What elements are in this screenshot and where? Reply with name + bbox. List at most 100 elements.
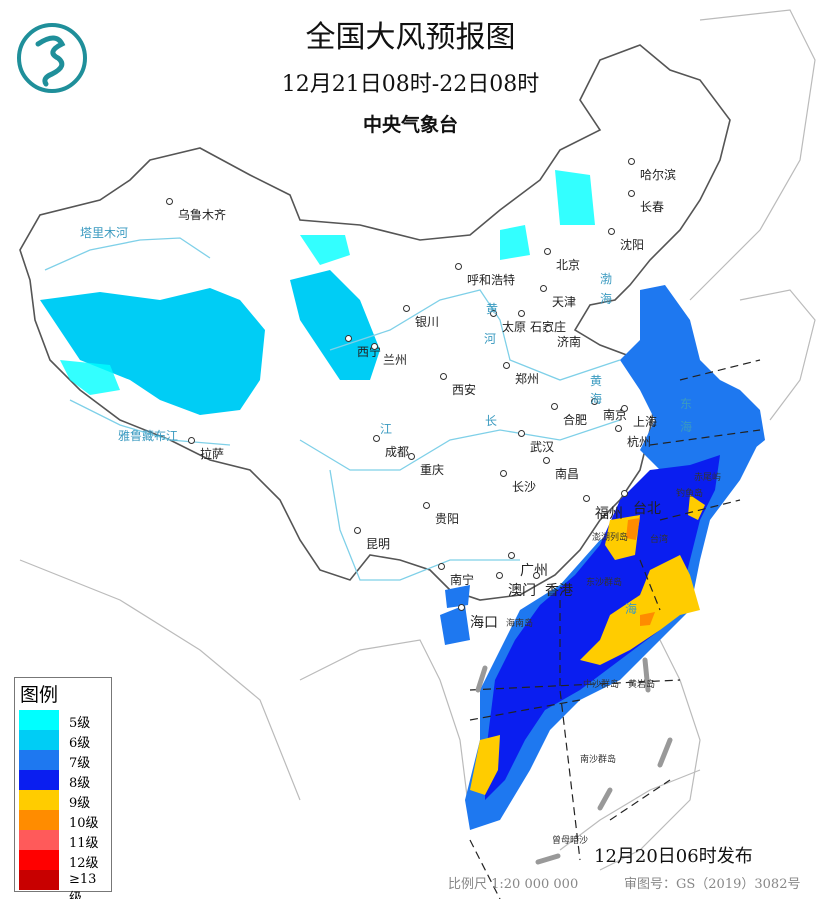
map-title: 全国大风预报图 xyxy=(305,20,516,55)
legend-item: 8级 xyxy=(19,770,109,791)
legend-item: 10级 xyxy=(19,810,109,831)
city-label: 南京 xyxy=(603,408,628,422)
city-marker-icon xyxy=(503,362,510,369)
city-marker-icon xyxy=(408,453,415,460)
city-label: 乌鲁木齐 xyxy=(178,208,227,222)
city-label: 澳门 xyxy=(508,583,536,599)
legend-label: 7级 xyxy=(69,756,91,771)
city-label: 香港 xyxy=(545,583,573,599)
city-label: 北京 xyxy=(556,258,581,272)
city-marker-icon xyxy=(621,490,628,497)
city-label: 重庆 xyxy=(420,463,445,477)
city-label: 沈阳 xyxy=(620,238,645,252)
legend-label: ≥13级 xyxy=(69,872,97,899)
water-label: 海 xyxy=(600,292,613,306)
city-label: 广州 xyxy=(520,563,548,579)
city-label: 杭州 xyxy=(627,435,652,449)
city-marker-icon xyxy=(628,158,635,165)
legend: 图例 5级 6级 7级 8级 9级 10级 11级 12级 ≥13级 xyxy=(14,677,112,899)
water-label: 黄 xyxy=(486,302,499,316)
city-label: 长沙 xyxy=(512,480,537,494)
city-label: 武汉 xyxy=(530,440,555,454)
city-label: 天津 xyxy=(552,295,577,309)
zone-level6-west xyxy=(40,288,265,415)
legend-item: 12级 xyxy=(19,850,109,871)
city-label: 福州 xyxy=(595,506,623,522)
city-marker-icon xyxy=(621,405,628,412)
zone-level8-south xyxy=(485,455,720,800)
legend-swatch xyxy=(19,790,59,810)
legend-label: 11级 xyxy=(69,836,99,851)
city-label: 贵阳 xyxy=(435,512,460,526)
water-label: 河 xyxy=(484,332,497,346)
city-marker-icon xyxy=(423,502,430,509)
legend-swatch xyxy=(19,850,59,870)
city-marker-icon xyxy=(166,198,173,205)
legend-label: 9级 xyxy=(69,796,91,811)
legend-item: 5级 xyxy=(19,710,109,731)
zone-level9-south xyxy=(470,495,705,795)
agency-name: 中央气象台 xyxy=(362,114,458,136)
city-label: 长春 xyxy=(640,200,665,214)
city-label: 海口 xyxy=(470,615,498,631)
city-marker-icon xyxy=(373,435,380,442)
island-label: 中沙群岛 xyxy=(583,680,620,690)
city-marker-icon xyxy=(188,437,195,444)
zone-level7-gulf xyxy=(440,585,470,645)
city-marker-icon xyxy=(540,285,547,292)
nine-dash-line xyxy=(475,657,673,865)
zone-level5-north xyxy=(300,170,595,265)
legend-label: 6级 xyxy=(69,736,91,751)
legend-item: ≥13级 xyxy=(19,870,109,899)
city-label: 成都 xyxy=(385,445,410,459)
city-label: 上海 xyxy=(633,415,658,429)
city-marker-icon xyxy=(458,604,465,611)
legend-swatch xyxy=(19,750,59,770)
city-marker-icon xyxy=(518,310,525,317)
water-label: 渤 xyxy=(600,272,613,286)
legend-label: 10级 xyxy=(69,816,99,831)
island-label: 赤尾屿 xyxy=(694,473,722,483)
city-marker-icon xyxy=(591,398,598,405)
legend-item: 9级 xyxy=(19,790,109,811)
city-label: 济南 xyxy=(557,335,582,349)
legend-label: 8级 xyxy=(69,776,91,791)
city-marker-icon xyxy=(508,552,515,559)
water-label: 海 xyxy=(680,420,693,434)
city-marker-icon xyxy=(551,403,558,410)
island-label: 台湾 xyxy=(650,535,669,545)
legend-swatch xyxy=(19,810,59,830)
water-label: 海 xyxy=(625,602,638,616)
island-label: 南沙群岛 xyxy=(580,755,617,765)
city-marker-icon xyxy=(615,425,622,432)
city-marker-icon xyxy=(371,343,378,350)
city-marker-icon xyxy=(545,325,552,332)
legend-title: 图例 xyxy=(20,684,59,706)
city-marker-icon xyxy=(440,373,447,380)
city-marker-icon xyxy=(455,263,462,270)
island-label: 澎湖列岛 xyxy=(592,533,629,543)
city-marker-icon xyxy=(496,572,503,579)
legend-swatch xyxy=(19,710,59,730)
legend-label: 12级 xyxy=(69,856,99,871)
city-marker-icon xyxy=(533,572,540,579)
legend-item: 11级 xyxy=(19,830,109,851)
city-label: 兰州 xyxy=(383,353,408,367)
city-marker-icon xyxy=(438,563,445,570)
city-label: 台北 xyxy=(633,501,661,517)
city-marker-icon xyxy=(345,335,352,342)
city-marker-icon xyxy=(583,495,590,502)
island-label: 海南岛 xyxy=(506,619,534,629)
city-label: 拉萨 xyxy=(200,447,225,461)
city-label: 呼和浩特 xyxy=(467,273,516,287)
city-label: 银川 xyxy=(415,315,440,329)
city-label: 太原 xyxy=(502,320,527,334)
issued-time: 12月20日06时发布 xyxy=(594,846,753,867)
city-marker-icon xyxy=(543,457,550,464)
water-label: 雅鲁藏布江 xyxy=(118,429,179,443)
wind-zones xyxy=(40,170,765,830)
water-label: 塔里木河 xyxy=(80,226,129,240)
city-label: 昆明 xyxy=(366,537,391,551)
island-label: 东沙群岛 xyxy=(586,578,623,588)
